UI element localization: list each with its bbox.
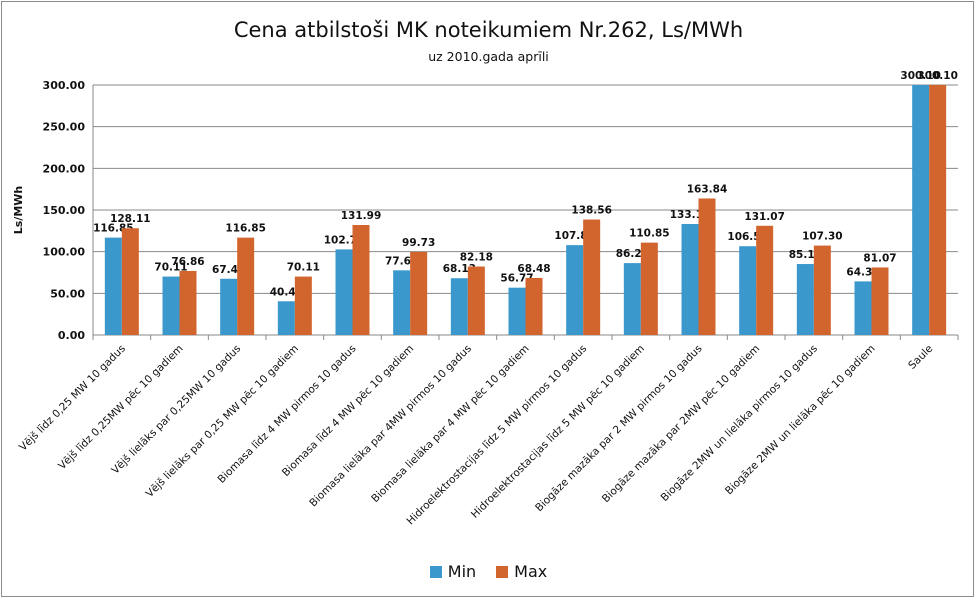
legend-item-max: Max [496,562,547,581]
chart-title: Cena atbilstoši MK noteikumiem Nr.262, L… [233,18,744,42]
bar-min [739,246,757,335]
bar-min [277,301,295,335]
legend-swatch-min [429,565,442,578]
bar-max [410,251,428,335]
y-tick-label: 0.00 [58,329,85,342]
bar-min [335,249,353,335]
x-tick-label: Biomasa līdz 4 MW pēc 10 gadiem [280,343,416,479]
x-tick-label: Saule [906,343,935,372]
bar-min [162,276,180,335]
data-label: 99.73 [402,237,435,249]
bar-max [121,228,139,335]
data-label: 107.30 [802,231,843,243]
x-tick-label: Vējš līdz 0,25 MW 10 gadus [17,343,128,454]
data-label: 131.07 [744,211,785,223]
bar-max [294,276,312,335]
legend-label-min: Min [447,562,477,581]
y-axis-label: Ls/MWh [12,186,25,235]
y-tick-label: 50.00 [50,287,85,300]
y-tick-label: 100.00 [43,246,86,259]
data-label: 110.85 [629,228,670,240]
data-label: 68.48 [517,263,550,275]
x-tick-label: Vējš līdz 0,25MW pēc 10 gadiem [56,343,186,473]
data-label: 70.11 [287,262,320,274]
legend-item-min: Min [429,562,477,581]
bar-max [698,198,716,335]
legend-swatch-max [496,565,509,578]
bar-min [623,263,641,335]
data-label: 77.61 [385,255,418,267]
data-label: 116.85 [225,223,266,235]
legend: Min Max [0,562,977,581]
bar-min [393,270,411,335]
bar-min [104,237,122,335]
bar-min [796,264,814,335]
data-label: 64.34 [846,266,879,278]
x-tick-label: Vējš lielāks par 0,25MW 10 gadus [109,343,243,477]
data-label: 138.56 [571,205,612,217]
y-tick-label: 150.00 [43,204,86,217]
chart-subtitle: uz 2010.gada aprīli [428,49,549,64]
data-label: 131.99 [341,210,382,222]
bar-max [352,225,370,335]
data-label: 40.48 [270,286,303,298]
y-tick-label: 250.00 [43,121,86,134]
bar-max [871,267,889,335]
y-tick-label: 200.00 [43,162,86,175]
data-label: 81.07 [863,252,896,264]
data-label: 76.86 [171,256,204,268]
data-label: 82.18 [460,252,493,264]
bar-min [508,287,526,335]
data-label: 56.77 [500,273,533,285]
bar-max [467,266,485,335]
bar-max [525,277,543,335]
bar-min [220,278,238,335]
bar-max [237,237,255,335]
data-label: 70.11 [154,262,187,274]
data-label: 163.84 [687,183,728,195]
data-label: 300.10 [917,70,958,82]
bar-max [179,270,197,335]
bar-chart: 0.00 50.00 100.00 150.00 200.00 250.00 300.00 L… [12,70,959,527]
bar-max [640,242,658,335]
bar-min [681,224,699,335]
legend-label-max: Max [514,562,548,581]
data-label: 300.10 [900,70,941,82]
bar-max [583,219,601,335]
data-label: 68.13 [443,263,476,275]
bar-min [566,245,584,335]
data-label: 85.16 [789,249,822,261]
data-label: 128.11 [110,213,151,225]
y-tick-label: 300.00 [43,79,86,92]
bar-min [854,281,872,335]
bar-max [813,245,831,335]
data-label: 86.27 [616,248,649,260]
data-label: 67.47 [212,264,245,276]
bar-max [756,225,774,335]
bar-min [450,278,468,335]
bar-max [929,84,947,336]
bar-min [912,84,930,336]
